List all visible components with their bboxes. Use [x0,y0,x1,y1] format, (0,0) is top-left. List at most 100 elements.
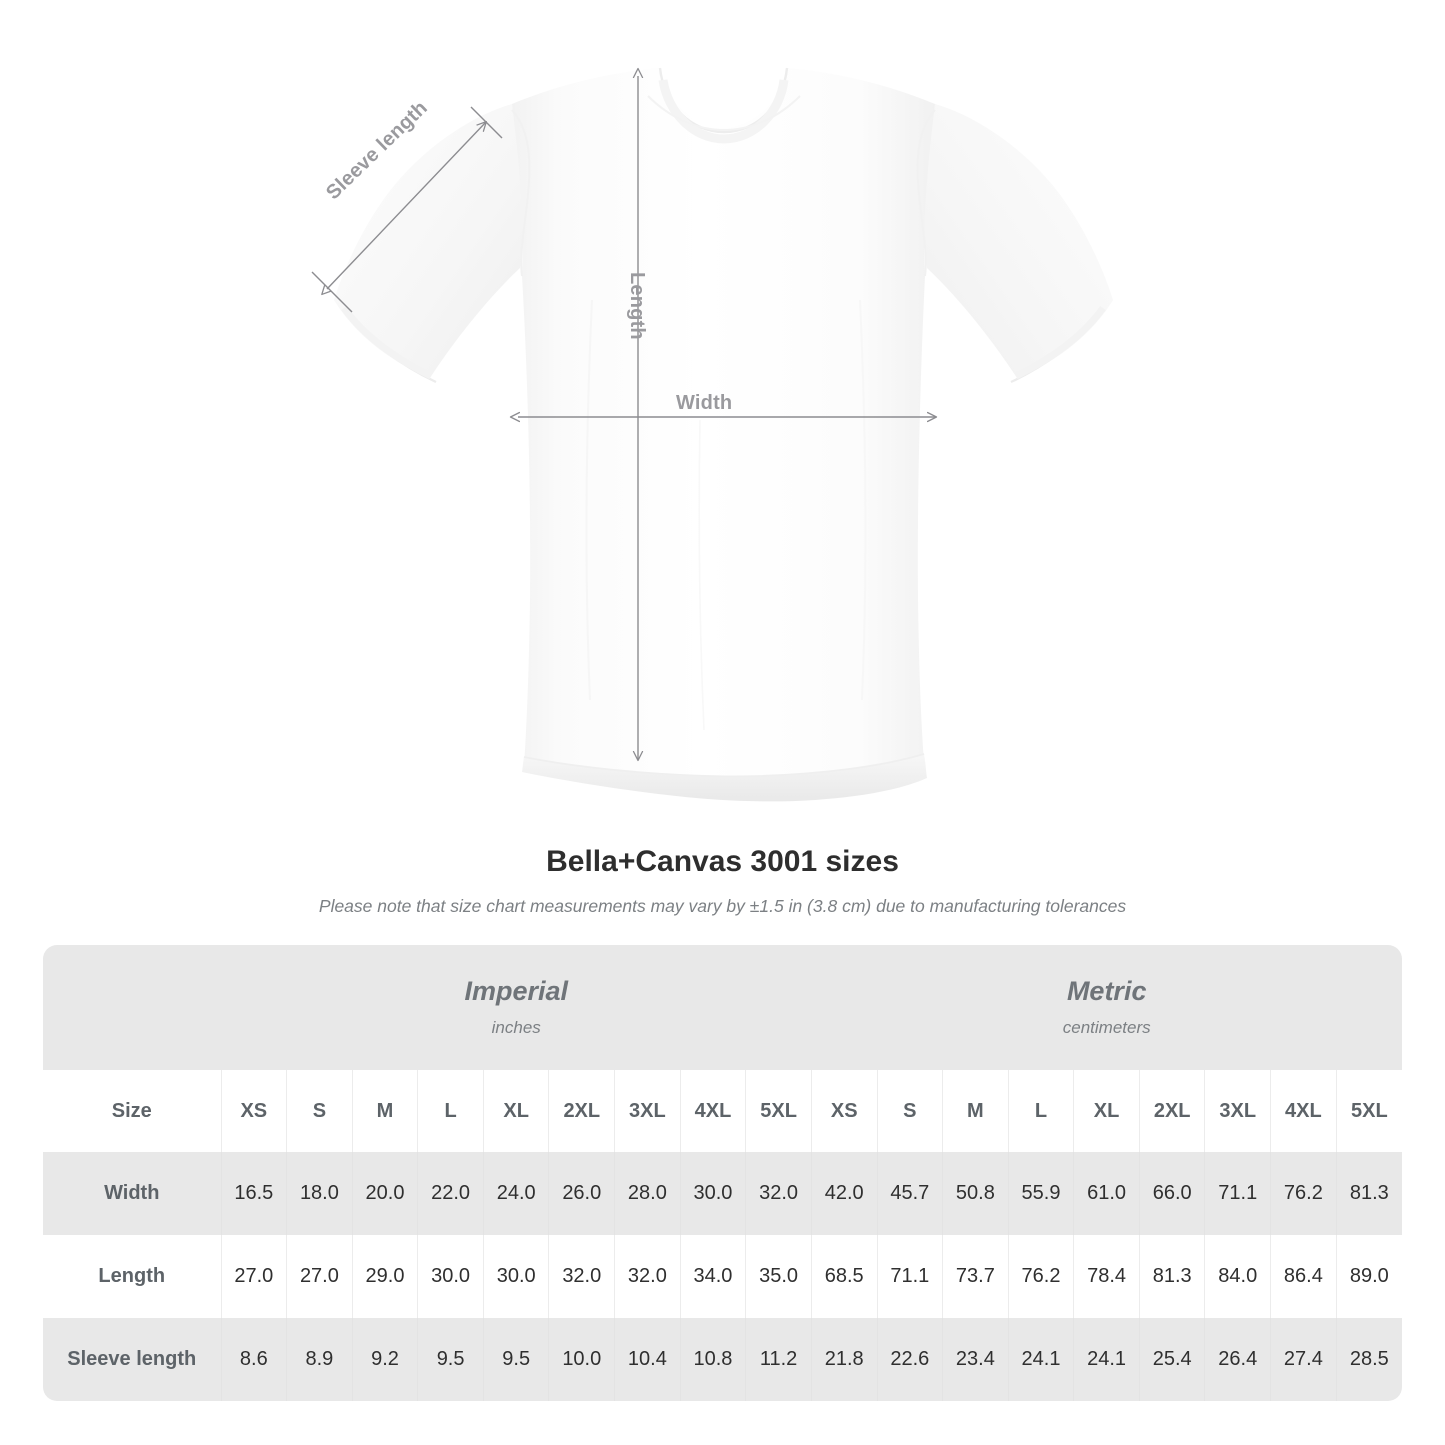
cell-width-metric-3xl: 71.1 [1204,1152,1271,1235]
left-shoulder-seam [511,109,531,277]
cell-sleeve-imperial-2xl: 10.0 [548,1318,615,1401]
length-label: Length [626,272,648,340]
size-header-metric-s: S [876,1070,943,1152]
cell-width-metric-l: 55.9 [1007,1152,1074,1235]
sleeve-length-arrow [327,122,486,289]
width-label: Width [676,392,733,414]
cell-sleeve-metric-3xl: 26.4 [1204,1318,1271,1401]
cell-width-imperial-xl: 24.0 [482,1152,549,1235]
cell-sleeve-metric-5xl: 28.5 [1335,1318,1402,1401]
cell-sleeve-imperial-xs: 8.6 [220,1318,287,1401]
right-sleeve-hem-edge [1014,305,1106,380]
cell-width-metric-5xl: 81.3 [1335,1152,1402,1235]
cell-width-metric-4xl: 76.2 [1270,1152,1337,1235]
cell-sleeve-metric-4xl: 27.4 [1270,1318,1337,1401]
tshirt-measurement-diagram: Sleeve length Length Width [311,0,1113,802]
table-row: Width 16.5 18.0 20.0 22.0 24.0 26.0 28.0… [43,1152,1402,1235]
cell-sleeve-imperial-3xl: 10.4 [614,1318,681,1401]
table-row: Length 27.0 27.0 29.0 30.0 30.0 32.0 32.… [43,1235,1402,1318]
fabric-fold-2 [859,299,867,701]
page-title: Bella+Canvas 3001 sizes [546,845,899,878]
unit-banner-row: Imperial inches Metric centimeters [43,945,1402,1070]
cell-width-imperial-m: 20.0 [351,1152,418,1235]
unit-name-centimeters: centimeters [1062,1018,1151,1037]
cell-width-metric-s: 45.7 [876,1152,943,1235]
cell-width-imperial-xs: 16.5 [220,1152,287,1235]
row-label-width: Width [43,1152,222,1235]
bottom-hem-seam [523,753,925,778]
cell-sleeve-imperial-5xl: 11.2 [745,1318,812,1401]
unit-name-inches: inches [491,1018,541,1037]
cell-length-imperial-4xl: 34.0 [679,1235,746,1318]
cell-length-imperial-5xl: 35.0 [745,1235,812,1318]
cell-length-imperial-m: 29.0 [351,1235,418,1318]
size-header-imperial-xl: XL [482,1070,549,1152]
cell-sleeve-imperial-l: 9.5 [417,1318,484,1401]
cell-sleeve-metric-m: 23.4 [942,1318,1009,1401]
right-shoulder-seam [916,109,936,277]
size-chart-table: Imperial inches Metric centimeters Size … [43,945,1402,1401]
tshirt-illustration [311,0,1113,802]
row-label-header: Size [43,1070,222,1152]
cell-length-imperial-l: 30.0 [417,1235,484,1318]
cell-length-imperial-2xl: 32.0 [548,1235,615,1318]
cell-length-metric-4xl: 86.4 [1270,1235,1337,1318]
cell-sleeve-metric-xs: 21.8 [810,1318,877,1401]
cell-length-metric-l: 76.2 [1007,1235,1074,1318]
cell-sleeve-imperial-xl: 9.5 [482,1318,549,1401]
cell-length-metric-xs: 68.5 [810,1235,877,1318]
cell-sleeve-metric-2xl: 25.4 [1138,1318,1205,1401]
size-header-imperial-3xl: 3XL [614,1070,681,1152]
row-label-length: Length [43,1235,222,1318]
unit-group-metric: Metric centimeters [811,945,1402,1070]
cell-length-metric-3xl: 84.0 [1204,1235,1271,1318]
cell-width-metric-xs: 42.0 [810,1152,877,1235]
size-header-imperial-5xl: 5XL [745,1070,812,1152]
cell-sleeve-imperial-s: 8.9 [286,1318,353,1401]
unit-group-imperial: Imperial inches [221,945,812,1070]
unit-system-metric: Metric [1066,976,1147,1007]
size-header-metric-l: L [1007,1070,1074,1152]
cell-width-imperial-5xl: 32.0 [745,1152,812,1235]
size-header-imperial-m: M [351,1070,418,1152]
size-header-imperial-4xl: 4XL [679,1070,746,1152]
cell-width-metric-xl: 61.0 [1073,1152,1140,1235]
bottom-hem [522,754,927,802]
cell-sleeve-imperial-m: 9.2 [351,1318,418,1401]
cell-sleeve-imperial-4xl: 10.8 [679,1318,746,1401]
cell-sleeve-metric-l: 24.1 [1007,1318,1074,1401]
cell-width-metric-m: 50.8 [942,1152,1009,1235]
sleeve-tick-top [470,106,503,139]
size-header-imperial-xs: XS [220,1070,287,1152]
dimension-arrows [311,76,936,760]
tolerance-note: Please note that size chart measurements… [318,895,1127,916]
table-header-row: Size XS S M L XL 2XL 3XL 4XL 5XL XS S M … [43,1070,1402,1152]
tshirt-shape [334,67,1113,802]
table-row: Sleeve length 8.6 8.9 9.2 9.5 9.5 10.0 1… [43,1318,1402,1401]
cell-sleeve-metric-s: 22.6 [876,1318,943,1401]
right-sleeve [923,104,1113,378]
fabric-fold-1 [585,299,593,701]
size-header-metric-xl: XL [1073,1070,1140,1152]
cell-length-metric-xl: 78.4 [1073,1235,1140,1318]
fabric-fold-3 [698,419,705,731]
size-header-metric-m: M [942,1070,1009,1152]
cell-width-imperial-l: 22.0 [417,1152,484,1235]
left-sleeve-hem-edge [341,305,433,380]
size-header-imperial-s: S [286,1070,353,1152]
cell-length-imperial-s: 27.0 [286,1235,353,1318]
cell-length-metric-m: 73.7 [942,1235,1009,1318]
left-sleeve [334,104,524,378]
cell-width-imperial-4xl: 30.0 [679,1152,746,1235]
size-header-metric-5xl: 5XL [1335,1070,1402,1152]
cell-width-imperial-3xl: 28.0 [614,1152,681,1235]
size-header-metric-xs: XS [810,1070,877,1152]
cell-length-metric-5xl: 89.0 [1335,1235,1402,1318]
size-header-imperial-2xl: 2XL [548,1070,615,1152]
size-header-imperial-l: L [417,1070,484,1152]
size-header-metric-3xl: 3XL [1204,1070,1271,1152]
neck-back-seam [647,95,801,132]
unit-system-imperial: Imperial [464,976,568,1007]
cell-sleeve-metric-xl: 24.1 [1073,1318,1140,1401]
size-header-metric-2xl: 2XL [1138,1070,1205,1152]
